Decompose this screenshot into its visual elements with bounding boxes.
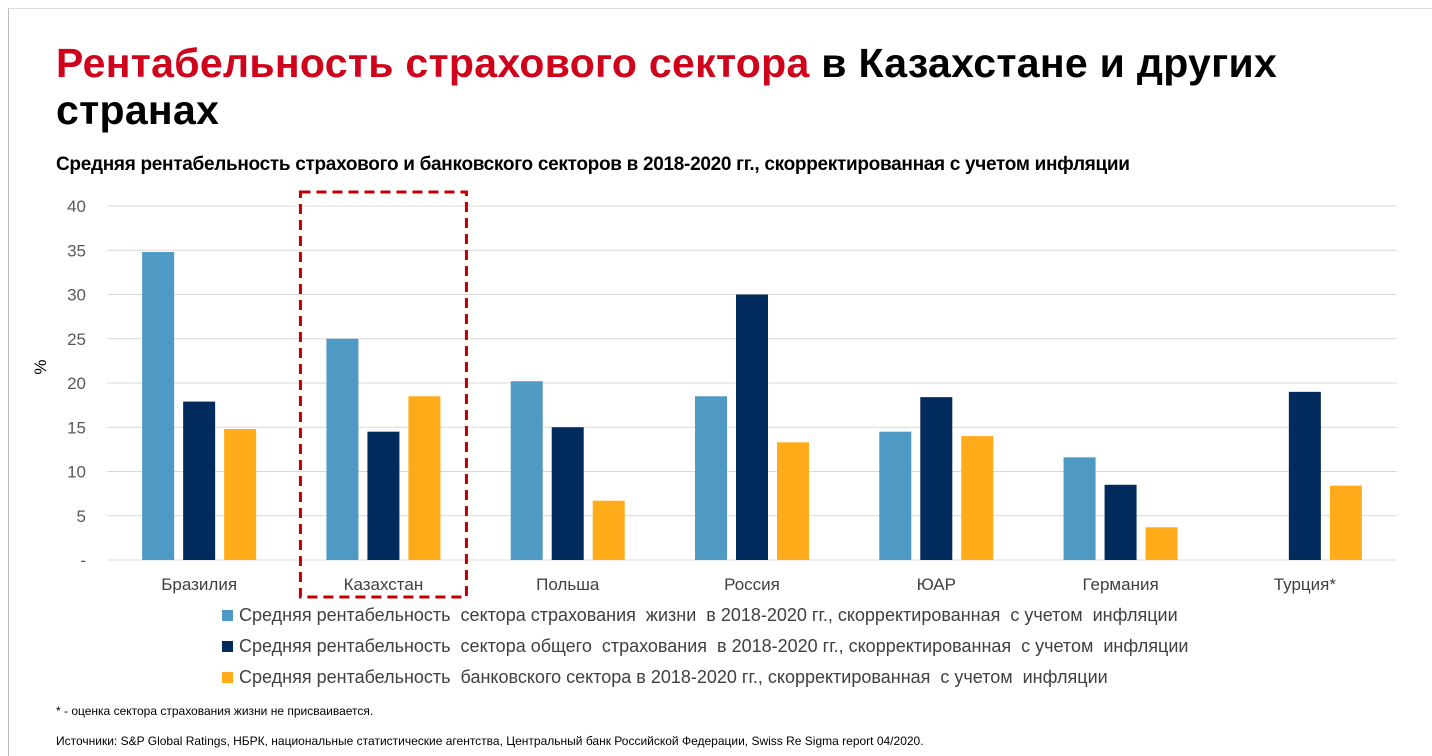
bar <box>1145 527 1178 560</box>
legend-item: Средняя рентабельность сектора страхован… <box>222 600 1188 631</box>
bar <box>695 396 727 560</box>
bar <box>777 442 809 560</box>
y-tick-label: - <box>80 551 86 570</box>
bar <box>1063 457 1096 560</box>
legend-item: Средняя рентабельность банковского секто… <box>222 662 1188 693</box>
bar <box>510 381 543 560</box>
y-axis-label: % <box>31 359 50 374</box>
y-tick-label: 15 <box>67 418 86 437</box>
x-tick-label: Польша <box>536 575 600 594</box>
bar <box>592 500 625 560</box>
chart-legend: Средняя рентабельность сектора страхован… <box>222 600 1188 693</box>
legend-label: Средняя рентабельность банковского секто… <box>239 667 1108 687</box>
bar <box>879 431 912 560</box>
highlight-box <box>298 190 468 599</box>
bar <box>408 396 441 560</box>
title-highlight: Рентабельность страхового сектора <box>56 40 810 86</box>
slide-title: Рентабельность страхового сектора в Каза… <box>56 40 1386 134</box>
x-tick-label: Турция* <box>1274 575 1337 594</box>
y-tick-label: 20 <box>67 374 86 393</box>
title-rest: в Казахстане и других странах <box>56 40 1278 133</box>
bar <box>1288 391 1321 560</box>
x-tick-label: Казахстан <box>344 575 424 594</box>
bar <box>224 429 257 560</box>
y-tick-label: 10 <box>67 463 86 482</box>
y-tick-label: 30 <box>67 286 86 305</box>
bar <box>1329 485 1362 560</box>
legend-label: Средняя рентабельность сектора общего ст… <box>239 636 1189 656</box>
legend-label: Средняя рентабельность сектора страхован… <box>239 605 1178 625</box>
x-tick-label: ЮАР <box>917 575 956 594</box>
bar <box>326 338 359 560</box>
slide-frame <box>8 8 1432 756</box>
y-tick-label: 40 <box>67 197 86 216</box>
y-tick-label: 5 <box>77 507 86 526</box>
bar <box>551 427 584 560</box>
legend-item: Средняя рентабельность сектора общего ст… <box>222 631 1188 662</box>
bar <box>142 252 175 560</box>
chart-subtitle: Средняя рентабельность страхового и банк… <box>56 154 1130 175</box>
bar <box>961 436 994 560</box>
bar <box>736 294 768 560</box>
sources: Источники: S&P Global Ratings, НБРК, нац… <box>56 734 924 748</box>
legend-swatch <box>222 672 233 683</box>
y-tick-label: 35 <box>67 241 86 260</box>
bar <box>1104 484 1137 560</box>
bar <box>367 431 400 560</box>
bar <box>920 397 953 560</box>
y-tick-label: 25 <box>67 330 86 349</box>
footnote: * - оценка сектора страхования жизни не … <box>56 704 374 718</box>
x-tick-label: Россия <box>724 575 780 594</box>
bar <box>183 401 216 560</box>
legend-swatch <box>222 610 233 621</box>
x-tick-label: Германия <box>1082 575 1158 594</box>
legend-swatch <box>222 641 233 652</box>
x-tick-label: Бразилия <box>161 575 237 594</box>
